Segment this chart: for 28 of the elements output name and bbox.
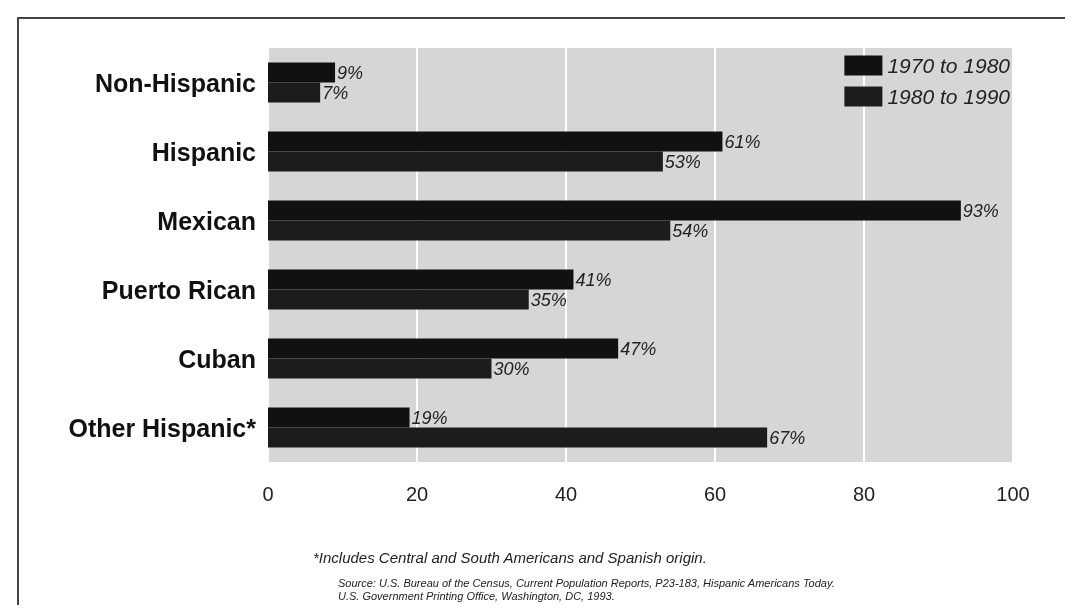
data-label: 30% <box>493 358 530 379</box>
y-tick-label: Other Hispanic* <box>68 413 257 442</box>
x-tick-label: 60 <box>703 483 727 505</box>
legend-label: 1970 to 1980 <box>887 54 1011 77</box>
x-tick-label: 100 <box>996 483 1030 505</box>
y-tick-label: Hispanic <box>151 137 257 166</box>
y-tick-label: Mexican <box>157 206 256 235</box>
text: *Includes Central and South Americans and Spanish origin. <box>313 549 707 566</box>
data-label: 41% <box>575 269 612 290</box>
legend-label: 1980 to 1990 <box>887 85 1011 108</box>
data-label: 19% <box>411 407 448 428</box>
data-label: 35% <box>530 289 567 310</box>
y-tick-label: Non-Hispanic <box>94 68 257 97</box>
data-label: 9% <box>337 62 364 83</box>
x-tick-label: 80 <box>852 483 876 505</box>
source-note: Source: U.S. Bureau of the Census, Current Population Reports, P23-183, Hispanic Americans Today. U.S. Government Printing Office, Washington, DC, 1993. <box>338 576 835 602</box>
data-label: 67% <box>769 427 806 448</box>
x-tick-label: 20 <box>405 483 429 505</box>
data-label: 61% <box>724 131 761 152</box>
data-label: 54% <box>672 220 709 241</box>
data-label: 47% <box>620 338 657 359</box>
x-tick-label: 40 <box>554 483 578 505</box>
data-label: 93% <box>962 200 999 221</box>
y-tick-label: Cuban <box>178 344 256 373</box>
data-label: 7% <box>322 82 349 103</box>
x-tick-label: 0 <box>262 483 274 505</box>
y-tick-label: Puerto Rican <box>101 275 256 304</box>
data-label: 53% <box>664 151 701 172</box>
